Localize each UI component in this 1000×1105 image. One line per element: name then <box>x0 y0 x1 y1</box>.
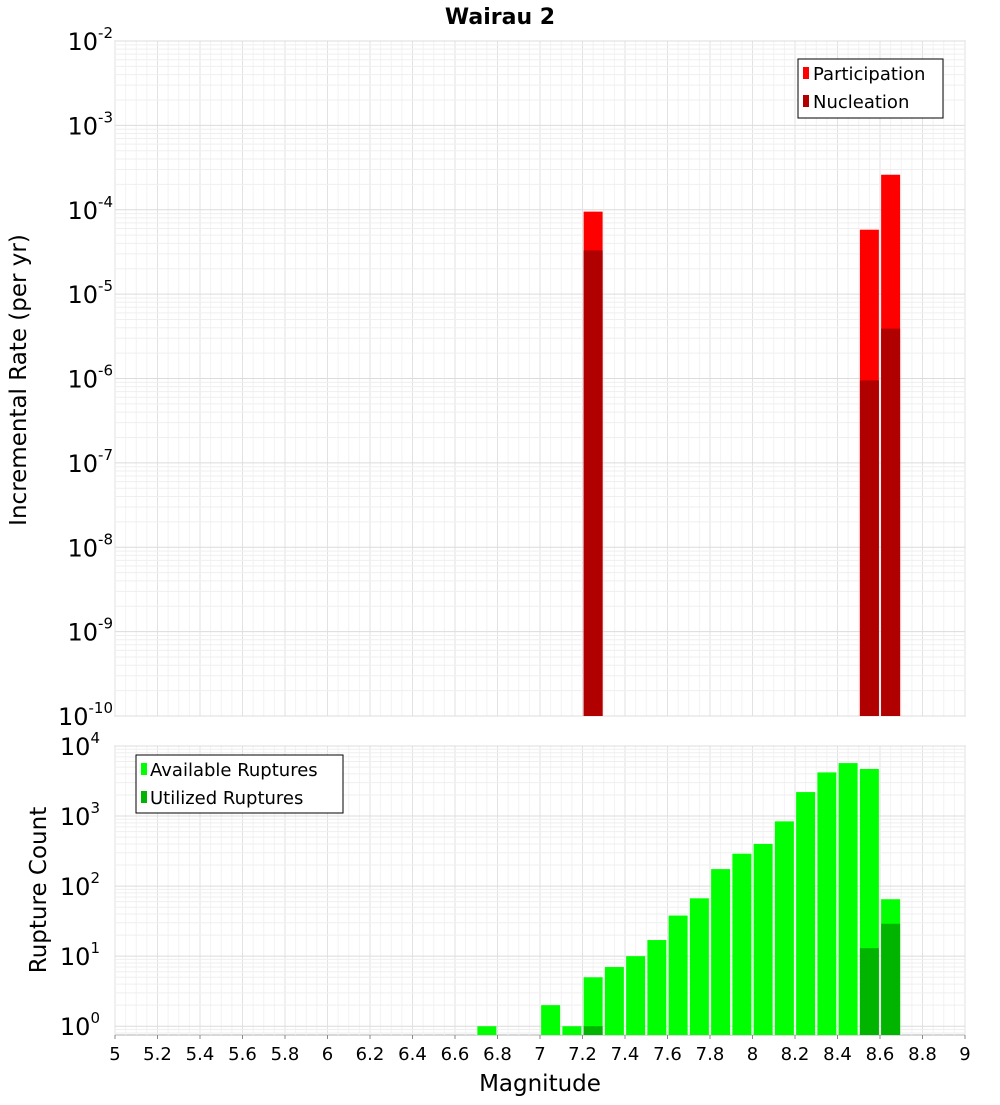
legend-label-participation: Participation <box>813 64 925 85</box>
y-tick-label: 103 <box>60 799 100 831</box>
y-tick-label: 10-6 <box>67 362 113 394</box>
rate-y-ticks: 10-2 10-3 10-4 10-5 10-6 10-7 10-8 10-9 10-10 <box>58 24 113 731</box>
x-tick-label: 5 <box>109 1044 120 1065</box>
y-tick-label: 10-5 <box>67 277 113 309</box>
x-tick-label: 8.4 <box>823 1044 852 1065</box>
available-ruptures-bar <box>817 772 837 1035</box>
available-ruptures-bar <box>774 821 794 1035</box>
x-tick-label: 8.8 <box>908 1044 937 1065</box>
rate-legend-box <box>797 58 944 119</box>
count-legend-box <box>135 754 344 814</box>
legend-label-nucleation: Nucleation <box>813 92 909 113</box>
nucleation-bar <box>859 380 879 716</box>
x-tick-label: 7.8 <box>696 1044 725 1065</box>
available-ruptures-bar <box>541 1005 561 1035</box>
available-ruptures-bar <box>689 898 709 1035</box>
x-tick-label: 5.8 <box>271 1044 300 1065</box>
rate-y-axis-label: Incremental Rate (per yr) <box>6 234 32 526</box>
utilized-ruptures-bar <box>583 1026 603 1035</box>
count-legend: Available Ruptures Utilized Ruptures <box>135 754 344 814</box>
y-tick-label: 101 <box>60 939 100 971</box>
x-tick-label: 7.6 <box>653 1044 682 1065</box>
x-tick-label: 6 <box>322 1044 333 1065</box>
count-x-ticks: 5 5.2 5.4 5.6 5.8 6 6.2 6.4 6.6 6.8 7 7.2 7.4 7.6 7.8 8… <box>109 1035 971 1065</box>
nucleation-bar <box>583 250 603 717</box>
legend-swatch-participation <box>803 67 809 79</box>
x-axis-label: Magnitude <box>479 1071 601 1097</box>
x-tick-label: 6.2 <box>356 1044 385 1065</box>
x-tick-label: 6.8 <box>483 1044 512 1065</box>
available-ruptures-bar <box>753 843 773 1035</box>
utilized-ruptures-bar <box>881 923 901 1035</box>
y-tick-label: 10-2 <box>67 24 113 56</box>
y-tick-label: 10-7 <box>67 446 113 478</box>
legend-swatch-nucleation <box>803 95 809 107</box>
legend-label-available: Available Ruptures <box>150 760 318 781</box>
legend-label-utilized: Utilized Ruptures <box>150 788 303 809</box>
y-tick-label: 102 <box>60 869 100 901</box>
x-tick-label: 5.4 <box>186 1044 215 1065</box>
available-ruptures-bar <box>647 940 667 1035</box>
nucleation-bar <box>881 328 901 716</box>
y-tick-label: 10-9 <box>67 615 113 647</box>
y-tick-label: 10-4 <box>67 193 113 225</box>
y-tick-label: 10-10 <box>58 699 113 731</box>
y-tick-label: 10-3 <box>67 108 113 140</box>
x-tick-label: 5.6 <box>228 1044 257 1065</box>
x-tick-label: 6.6 <box>441 1044 470 1065</box>
y-tick-label: 104 <box>60 729 100 761</box>
legend-swatch-available <box>141 763 147 775</box>
available-ruptures-bar <box>477 1026 497 1035</box>
x-tick-label: 8.6 <box>866 1044 895 1065</box>
count-y-ticks: 104 103 102 101 100 <box>60 729 100 1041</box>
available-ruptures-bar <box>583 977 603 1035</box>
utilized-ruptures-bar <box>859 948 879 1035</box>
available-ruptures-bar <box>604 967 624 1035</box>
count-y-axis-label: Rupture Count <box>26 807 52 973</box>
x-tick-label: 6.4 <box>398 1044 427 1065</box>
rate-bars <box>583 174 901 717</box>
x-tick-label: 7.4 <box>611 1044 640 1065</box>
available-ruptures-bar <box>711 869 731 1035</box>
x-tick-label: 8 <box>747 1044 758 1065</box>
y-tick-label: 10-8 <box>67 530 113 562</box>
available-ruptures-bar <box>732 853 752 1035</box>
x-tick-label: 7 <box>534 1044 545 1065</box>
count-panel: 104 103 102 101 100 5 5.2 5.4 5.6 5.8 6 6.2 6.4 6.6 6… <box>26 729 971 1097</box>
count-bars <box>477 763 901 1035</box>
x-tick-label: 5.2 <box>143 1044 172 1065</box>
x-tick-label: 8.2 <box>781 1044 810 1065</box>
available-ruptures-bar <box>668 915 688 1035</box>
available-ruptures-bar <box>796 792 816 1035</box>
rate-legend: Participation Nucleation <box>797 58 944 119</box>
y-tick-label: 100 <box>60 1009 100 1041</box>
legend-swatch-utilized <box>141 791 147 803</box>
available-ruptures-bar <box>838 763 858 1035</box>
rate-gridlines <box>114 40 966 717</box>
rate-panel: 10-2 10-3 10-4 10-5 10-6 10-7 10-8 10-9 10-10 In… <box>6 24 966 731</box>
x-tick-label: 9 <box>959 1044 970 1065</box>
available-ruptures-bar <box>562 1026 582 1035</box>
chart-title: Wairau 2 <box>445 5 555 30</box>
available-ruptures-bar <box>626 956 646 1035</box>
x-tick-label: 7.2 <box>568 1044 597 1065</box>
